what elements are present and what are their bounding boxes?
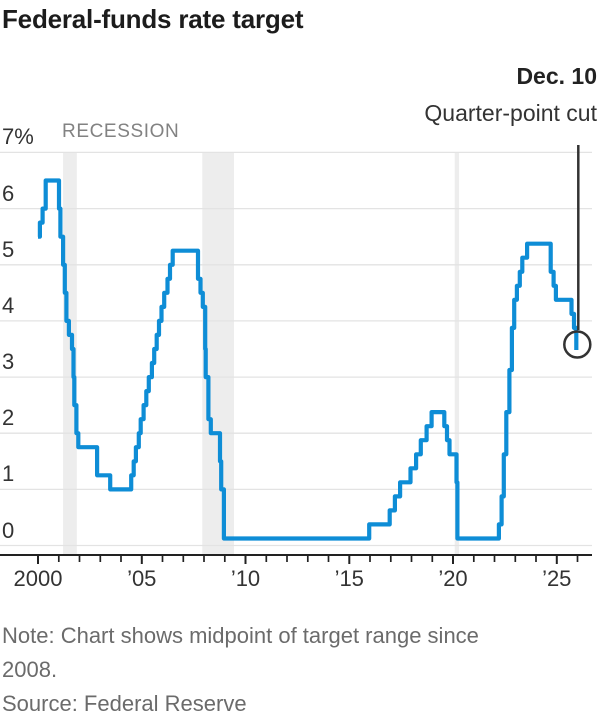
recession-band-3 <box>454 152 460 555</box>
y-tick-label-4: 4 <box>2 292 15 318</box>
x-tick-label-2005: ’05 <box>127 566 157 591</box>
y-tick-label-0: 0 <box>2 517 15 543</box>
note-line-2: 2008. <box>2 657 58 682</box>
end-point-marker-circle <box>563 330 592 359</box>
x-tick-label-2025: ’25 <box>542 566 572 591</box>
y-tick-label-2: 2 <box>2 405 15 431</box>
annotation-date-label: Dec. 10 <box>516 63 597 89</box>
y-tick-label-5: 5 <box>2 236 15 262</box>
rate-line <box>37 178 579 541</box>
note-line-1: Note: Chart shows midpoint of target ran… <box>2 623 479 648</box>
x-tick-label-2020: ’20 <box>438 566 468 591</box>
chart-footer: Note: Chart shows midpoint of target ran… <box>2 619 582 720</box>
x-tick-label-2000: 2000 <box>13 566 63 591</box>
y-tick-label-3: 3 <box>2 349 15 375</box>
x-tick-label-2015: ’15 <box>334 566 364 591</box>
source-line: Source: Federal Reserve <box>2 691 247 716</box>
x-tick-label-2010: ’10 <box>230 566 261 591</box>
y-tick-label-6: 6 <box>2 180 15 206</box>
annotation-event-label: Quarter-point cut <box>424 100 597 126</box>
recession-label: RECESSION <box>62 121 180 142</box>
recession-band-1 <box>63 152 77 555</box>
y-tick-label-7: 7% <box>2 124 34 150</box>
y-tick-label-1: 1 <box>2 461 15 487</box>
chart-title: Federal-funds rate target <box>2 4 304 34</box>
